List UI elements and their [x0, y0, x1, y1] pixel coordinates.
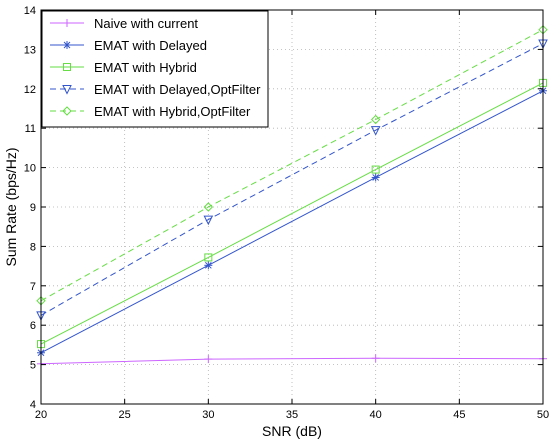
legend-label: EMAT with Delayed	[94, 38, 207, 53]
legend-label: EMAT with Hybrid,OptFilter	[94, 104, 251, 119]
y-tick-label: 4	[30, 399, 36, 411]
y-tick-label: 7	[30, 281, 36, 293]
plus-marker	[371, 354, 380, 363]
triangle-marker	[203, 215, 214, 226]
y-tick-label: 8	[30, 241, 36, 253]
star-marker	[371, 173, 380, 182]
legend-entry: EMAT with Delayed	[50, 38, 207, 53]
triangle-marker	[62, 85, 72, 95]
y-tick-label: 12	[24, 84, 36, 96]
marker-stroke	[372, 174, 380, 181]
y-tick-label: 13	[24, 44, 36, 56]
legend-box	[41, 10, 269, 128]
series-line	[40, 29, 544, 302]
y-tick-label: 10	[24, 163, 36, 175]
series-line	[40, 357, 544, 365]
marker-stroke	[204, 261, 212, 269]
y-tick-label: 5	[30, 360, 36, 372]
x-tick-label: 30	[202, 409, 214, 421]
x-tick-label: 50	[537, 409, 549, 421]
x-tick-label: 40	[370, 409, 382, 421]
diamond-marker	[203, 202, 214, 212]
square-marker	[204, 253, 213, 262]
x-tick-label: 25	[119, 409, 131, 421]
y-tick-label: 9	[30, 202, 36, 214]
series-line	[40, 90, 544, 354]
legend-entry: Naive with current	[50, 16, 198, 31]
x-tick-label: 20	[35, 409, 47, 421]
plus-marker	[63, 19, 71, 27]
star-marker	[63, 41, 71, 49]
legend: Naive with current EMAT with Delayed EMAT …	[41, 10, 269, 128]
y-tick-label: 14	[24, 5, 36, 17]
marker-stroke	[63, 41, 71, 49]
legend-label: EMAT with Delayed,OptFilter	[94, 82, 261, 97]
plus-marker	[204, 355, 213, 364]
star-marker	[204, 261, 213, 270]
x-axis-label: SNR (dB)	[262, 423, 322, 439]
series-line	[40, 82, 544, 345]
square-marker	[371, 165, 380, 174]
x-tick-label: 45	[453, 409, 465, 421]
diamond-marker	[62, 106, 72, 116]
legend-entry: EMAT with Hybrid	[50, 60, 197, 75]
legend-label: EMAT with Hybrid	[94, 60, 197, 75]
legend-label: Naive with current	[94, 16, 198, 31]
y-tick-label: 11	[25, 123, 36, 135]
square-marker	[63, 63, 71, 71]
legend-entry: EMAT with Hybrid,OptFilter	[50, 104, 251, 119]
legend-entry: EMAT with Delayed,OptFilter	[50, 82, 261, 97]
y-axis-label: Sum Rate (bps/Hz)	[3, 147, 19, 266]
y-tick-label: 6	[30, 320, 36, 332]
diamond-marker	[370, 114, 381, 125]
x-tick-label: 35	[286, 409, 298, 421]
triangle-marker	[370, 126, 381, 136]
